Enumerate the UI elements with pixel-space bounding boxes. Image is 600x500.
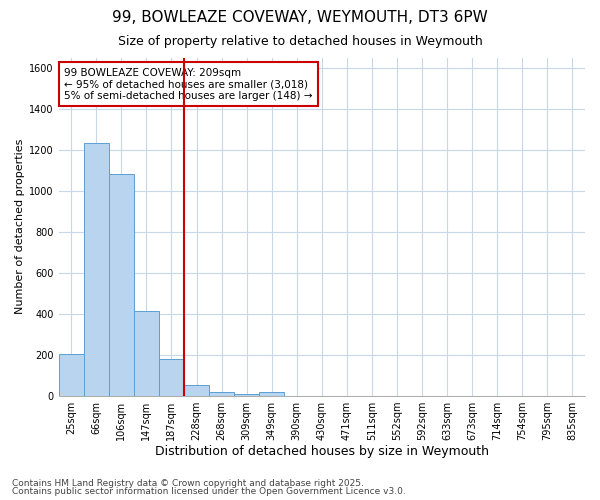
Bar — [184, 386, 209, 396]
Bar — [84, 142, 109, 396]
Text: Contains HM Land Registry data © Crown copyright and database right 2025.: Contains HM Land Registry data © Crown c… — [12, 478, 364, 488]
X-axis label: Distribution of detached houses by size in Weymouth: Distribution of detached houses by size … — [155, 444, 489, 458]
Text: Contains public sector information licensed under the Open Government Licence v3: Contains public sector information licen… — [12, 487, 406, 496]
Bar — [159, 360, 184, 396]
Text: Size of property relative to detached houses in Weymouth: Size of property relative to detached ho… — [118, 35, 482, 48]
Bar — [59, 354, 84, 396]
Y-axis label: Number of detached properties: Number of detached properties — [15, 139, 25, 314]
Bar — [259, 392, 284, 396]
Text: 99 BOWLEAZE COVEWAY: 209sqm
← 95% of detached houses are smaller (3,018)
5% of s: 99 BOWLEAZE COVEWAY: 209sqm ← 95% of det… — [64, 68, 313, 101]
Text: 99, BOWLEAZE COVEWAY, WEYMOUTH, DT3 6PW: 99, BOWLEAZE COVEWAY, WEYMOUTH, DT3 6PW — [112, 10, 488, 25]
Bar — [134, 312, 159, 396]
Bar — [109, 174, 134, 396]
Bar — [234, 394, 259, 396]
Bar — [209, 392, 234, 396]
